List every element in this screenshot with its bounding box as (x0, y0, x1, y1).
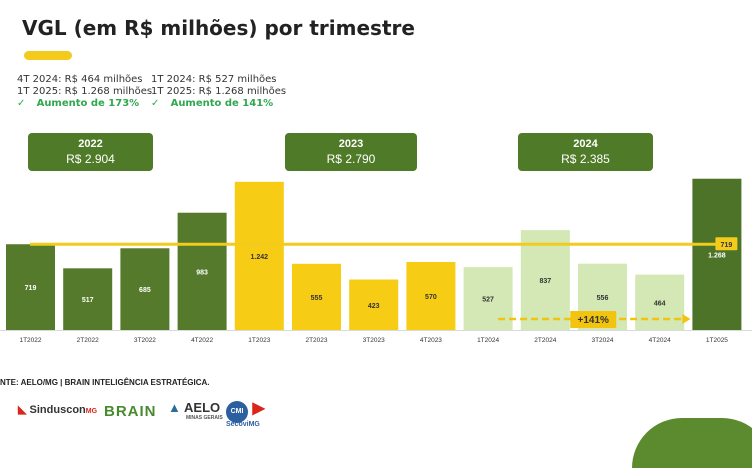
bar-value-label: 983 (196, 269, 208, 276)
x-tick-label: 4T2024 (649, 337, 671, 344)
x-tick-label: 3T2022 (134, 337, 156, 344)
bar-value-label: 527 (482, 297, 494, 304)
note-right-line1: 1T 2024: R$ 527 milhões (151, 74, 277, 85)
title-underline (24, 51, 72, 60)
x-tick-label: 2T2022 (77, 337, 99, 344)
bar-value-label: 1.242 (251, 254, 269, 261)
check-icon: ✓ (151, 98, 160, 109)
x-tick-label: 1T2022 (19, 337, 41, 344)
x-tick-label: 3T2023 (363, 337, 385, 344)
note-left: 4T 2024: R$ 464 milhões 1T 2025: R$ 1.26… (17, 74, 152, 110)
sinduscon-mark-icon: ◣ (18, 404, 27, 416)
x-tick-label: 1T2025 (706, 337, 728, 344)
reference-line-label: 719 (721, 242, 733, 249)
bar-3T2023 (349, 279, 399, 330)
logo-cmi: CMI (226, 401, 248, 423)
year-total-2023-year: 2023 (338, 138, 364, 150)
bar-3T2022 (120, 248, 170, 330)
year-total-2024-year: 2024 (573, 138, 598, 150)
x-tick-label: 4T2023 (420, 337, 442, 344)
logo-sinduscon-text: Sinduscon (29, 404, 86, 416)
growth-badge-label: +141% (578, 315, 610, 326)
bar-value-label: 464 (654, 300, 666, 307)
bar-4T2023 (406, 261, 456, 330)
bar-value-label: 570 (425, 294, 437, 301)
bar-value-label: 423 (368, 303, 380, 310)
bar-value-label: 837 (539, 278, 551, 285)
logo-sinduscon-sup: MG (85, 408, 98, 415)
note-right: 1T 2024: R$ 527 milhões 1T 2025: R$ 1.26… (151, 74, 286, 110)
note-left-line2: 1T 2025: R$ 1.268 milhões (17, 86, 153, 97)
bar-2T2024 (520, 230, 570, 330)
logo-aelo-sub: MINAS GERAIS (186, 415, 223, 421)
note-right-increase-text: Aumento de 141% (170, 98, 274, 109)
bar-chart: 719 1T2022 517 2T2022 685 3T2022 983 4T2022 1.24… (0, 178, 752, 344)
bar-value-label: 719 (25, 285, 37, 292)
logo-aelo: ▲ AELO MINAS GERAIS (168, 400, 223, 421)
year-total-2024: 2024 R$ 2.385 (518, 133, 653, 171)
bar-1T2022 (6, 244, 55, 330)
bar-2T2023 (292, 263, 341, 330)
year-total-2022-value: R$ 2.904 (66, 152, 115, 166)
logo-aelo-text: AELO (184, 400, 221, 415)
note-left-increase: ✓ Aumento de 173% (17, 98, 152, 110)
bar-4T2024 (635, 274, 685, 330)
year-total-2023: 2023 R$ 2.790 (285, 133, 417, 171)
growth-arrow-head-icon (682, 314, 691, 324)
bar-value-label: 517 (82, 297, 94, 304)
logo-cmi-secovi: CMI ▶ SecoviMG (226, 398, 265, 428)
year-total-2024-value: R$ 2.385 (561, 152, 610, 166)
note-right-increase: ✓ Aumento de 141% (151, 98, 286, 110)
x-tick-label: 2T2024 (534, 337, 556, 344)
bar-1T2023 (234, 181, 284, 330)
year-total-2023-value: R$ 2.790 (326, 152, 376, 166)
x-tick-label: 1T2024 (477, 337, 499, 344)
x-tick-label: 1T2023 (248, 337, 270, 344)
year-total-2022: 2022 R$ 2.904 (28, 133, 153, 171)
page-title: VGL (em R$ milhões) por trimestre (22, 16, 415, 40)
note-left-increase-text: Aumento de 173% (36, 98, 140, 109)
logo-brain: BRAIN (104, 403, 157, 420)
bar-value-label: 685 (139, 287, 151, 294)
year-total-2022-year: 2022 (78, 138, 103, 150)
secovi-arrow-icon: ▶ (252, 400, 265, 417)
bar-1T2025 (692, 178, 742, 330)
reference-line-badge (715, 237, 738, 251)
x-tick-label: 3T2024 (591, 337, 613, 344)
bar-2T2022 (63, 268, 113, 330)
x-tick-label: 2T2023 (305, 337, 327, 344)
note-right-line2: 1T 2025: R$ 1.268 milhões (151, 86, 287, 97)
logo-sinduscon: ◣ SindusconMG (18, 403, 97, 416)
bar-4T2022 (177, 212, 227, 330)
growth-badge (570, 311, 617, 328)
check-icon: ✓ (17, 98, 26, 109)
bar-value-label: 1.268 (708, 252, 726, 259)
bar-value-label: 556 (597, 295, 609, 302)
logo-secovi: SecoviMG (226, 421, 260, 428)
source-note: NTE: AELO/MG | BRAIN INTELIGÊNCIA ESTRAT… (0, 378, 210, 387)
note-left-line1: 4T 2024: R$ 464 milhões (17, 74, 143, 85)
x-tick-label: 4T2022 (191, 337, 213, 344)
aelo-mark-icon: ▲ (168, 400, 181, 415)
bar-value-label: 555 (311, 295, 323, 302)
